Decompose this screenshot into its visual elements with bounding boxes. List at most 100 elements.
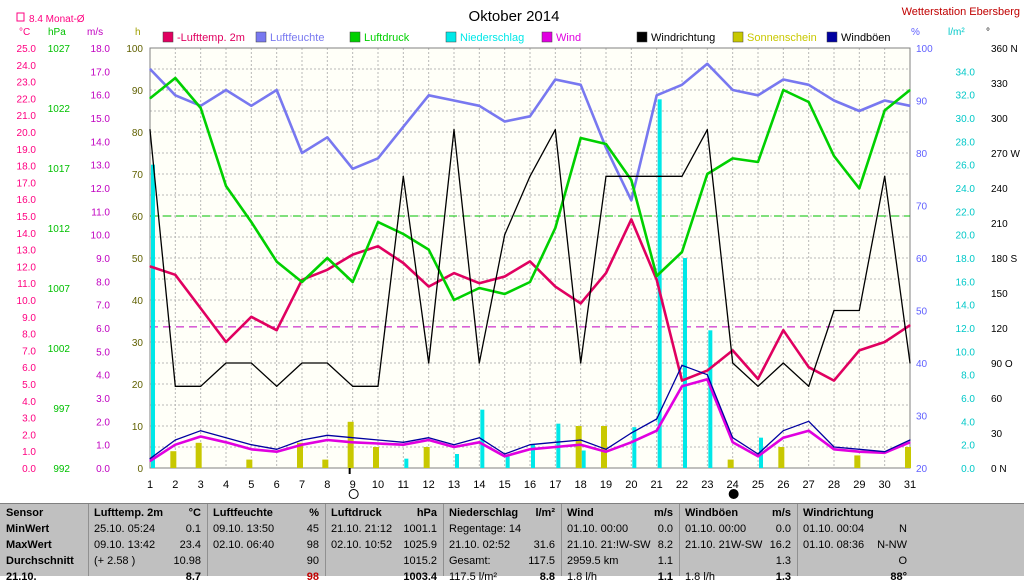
data-point [909,324,911,326]
data-point [174,385,176,387]
cell-label: 01.10. 08:36 [803,539,865,551]
x-tick-label: 22 [676,479,688,491]
legend-swatch [636,31,648,43]
direction-tick-label: 270 W [991,149,1020,160]
temp-tick-label: 13.0 [17,246,37,257]
bar-sonnenschein [297,442,303,468]
precip-tick-label: 32.0 [956,91,976,102]
cell-value: 23.4 [179,539,201,551]
humidity-tick-label: 50 [916,307,928,318]
data-point [782,78,784,81]
data-point [200,307,202,309]
humidity-tick-label: 90 [916,97,928,108]
data-point [428,439,430,441]
data-point [833,99,835,102]
bar-sonnenschein [778,447,785,468]
data-point [225,89,227,91]
cell-value: N [899,523,907,535]
cell-label: 21.10. 02:52 [449,539,511,551]
data-point [580,362,582,364]
legend-swatch [255,31,267,43]
data-point [681,175,683,177]
data-point [833,380,835,382]
data-point [301,152,303,154]
hours-tick-label: 80 [132,128,144,139]
bar-niederschlag [404,458,409,468]
data-point [732,89,734,91]
data-point [377,439,379,441]
data-point [656,430,658,432]
temp-tick-label: 22.0 [17,94,37,105]
cell-label: 21.10. 21:12 [331,523,393,535]
cell-label: (+ 2.58 ) [94,555,136,567]
x-tick-label: 28 [828,479,840,491]
bar-niederschlag [505,456,510,468]
data-point [276,329,278,331]
bar-niederschlag [531,444,535,468]
data-point [529,448,531,450]
cell-value: 117.5 [528,555,555,567]
cell-value: 98 [306,571,319,583]
data-point [250,221,252,223]
precip-tick-label: 6.0 [961,394,975,405]
data-point [301,281,303,283]
legend-label: Sonnenschein [747,32,817,44]
x-tick-label: 23 [701,479,713,491]
data-point [605,175,607,177]
data-point [630,432,632,434]
pressure-tick-label: 1002 [48,344,71,355]
data-point [478,441,480,443]
data-point [884,99,886,102]
data-point [200,385,202,387]
cell-value: 88° [890,571,907,583]
cell-value: 1025.9 [403,539,437,551]
x-tick-label: 2 [172,479,178,491]
data-point [808,366,810,368]
precip-tick-label: 8.0 [961,371,975,382]
pressure-tick-label: 1027 [48,44,71,55]
humidity-tick-label: 70 [916,202,928,213]
cell-value: 1.3 [775,571,791,583]
data-point [656,175,658,177]
column-header: Windrichtung [803,507,874,519]
data-point [352,441,354,443]
precip-tick-label: 4.0 [961,417,975,428]
data-point [808,430,810,432]
cell-label: 02.10. 06:40 [213,539,275,551]
direction-tick-label: 180 S [991,254,1017,265]
hours-tick-label: 20 [132,380,144,391]
data-point [276,261,278,263]
data-point [174,439,176,441]
chart-title: Oktober 2014 [469,8,560,25]
data-point [225,362,227,364]
temp-tick-label: 9.0 [22,313,36,324]
data-point [580,137,582,139]
data-point [377,157,379,159]
temp-tick-label: 11.0 [17,279,36,290]
data-point [909,439,911,441]
bar-sonnenschein [423,447,430,468]
precip-tick-label: 20.0 [956,231,976,242]
data-point [808,101,810,103]
wind-tick-label: 14.0 [91,137,111,148]
table-column-niederschlag: Niederschlag l/m² Regentage: 14 21.10. 02:5… [443,504,561,583]
temp-tick-label: 21.0 [17,111,37,122]
cell-label: 25.10. 05:24 [94,523,156,535]
precip-tick-label: 18.0 [956,254,976,265]
direction-tick-label: 60 [991,394,1003,405]
bar-sonnenschein [575,426,582,468]
cell-value: 0.1 [185,523,201,535]
data-point [782,437,784,439]
x-tick-label: 12 [423,479,435,491]
temp-tick-label: 24.0 [17,61,37,72]
cell-value: 1001.1 [403,523,437,535]
legend-swatch [541,31,553,43]
x-tick-label: 18 [575,479,587,491]
x-tick-label: 21 [651,479,663,491]
column-header: Windböen [685,507,739,519]
data-point [149,265,151,267]
wind-tick-label: 7.0 [96,301,110,312]
cell-value: 8.8 [539,571,555,583]
bar-niederschlag [708,330,713,468]
month-avg-label: 8.4 Monat-Ø [29,14,85,25]
